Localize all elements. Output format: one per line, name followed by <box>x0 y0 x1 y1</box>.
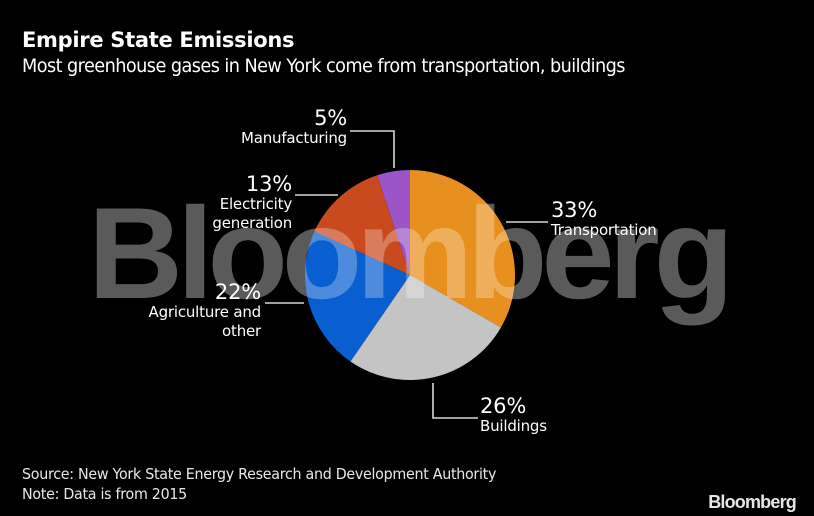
pie-slice-buildings <box>350 275 501 381</box>
label-pct: 5% <box>314 106 347 130</box>
watermark-overlay: Bloomberg <box>88 180 728 326</box>
label-name: other <box>222 322 261 340</box>
label-manufacturing: 5% Manufacturing <box>241 107 347 148</box>
chart-subtitle: Most greenhouse gases in New York come f… <box>22 55 626 77</box>
footer: Source: New York State Energy Research a… <box>22 464 496 504</box>
pie-slice-transportation <box>410 170 515 328</box>
label-name: Electricity <box>219 195 293 213</box>
label-pct: 33% <box>551 198 598 222</box>
label-electricity: 13% Electricity generation <box>212 173 292 233</box>
label-pct: 26% <box>480 394 527 418</box>
label-name: Manufacturing <box>240 129 347 147</box>
leader-buildings <box>432 383 478 419</box>
pie-slice-electricity-generation <box>314 175 410 275</box>
bloomberg-logo: Bloomberg <box>708 492 797 512</box>
pie-slices <box>304 170 515 381</box>
leader-manufacturing <box>350 130 395 168</box>
label-pct: 22% <box>214 280 261 304</box>
chart-title: Empire State Emissions <box>22 28 295 52</box>
pie-slice-agriculture-and-other <box>304 231 410 362</box>
source-note: Source: New York State Energy Research a… <box>22 465 497 483</box>
label-pct: 13% <box>245 172 292 196</box>
data-note: Note: Data is from 2015 <box>22 485 187 503</box>
label-name: Transportation <box>551 221 657 239</box>
label-agriculture: 22% Agriculture and other <box>148 280 262 341</box>
label-buildings: 26% Buildings <box>480 395 547 436</box>
label-transportation: 33% Transportation <box>551 199 657 240</box>
label-name: Agriculture and <box>148 303 262 321</box>
label-name: Buildings <box>480 417 547 435</box>
pie-slice-manufacturing <box>377 170 410 275</box>
label-name: generation <box>212 214 292 232</box>
